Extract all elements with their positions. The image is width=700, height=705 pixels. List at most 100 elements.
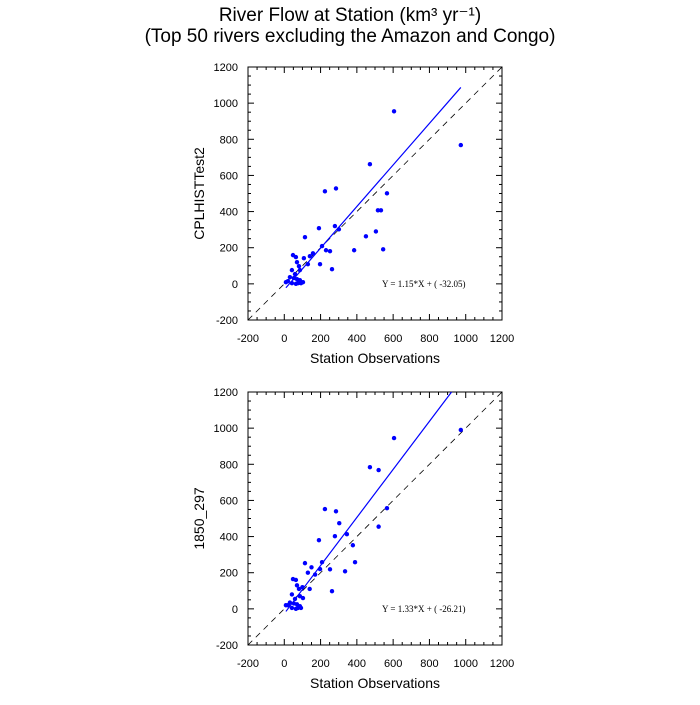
- x-tick-label: 200: [311, 658, 329, 670]
- y-tick-label: 600: [220, 495, 238, 507]
- x-tick-label: 600: [384, 658, 402, 670]
- x-tick-label: -200: [237, 333, 259, 345]
- data-point: [327, 248, 333, 254]
- data-point: [293, 254, 299, 260]
- data-point: [363, 234, 369, 239]
- data-point: [332, 223, 338, 229]
- data-point: [384, 191, 390, 196]
- data-point: [458, 142, 464, 148]
- data-point: [367, 464, 373, 470]
- data-point: [342, 569, 348, 574]
- y-tick-label: 400: [220, 532, 238, 544]
- data-point: [305, 570, 311, 575]
- data-point: [287, 274, 293, 280]
- x-tick-label: 1200: [490, 658, 514, 670]
- data-point: [322, 506, 328, 512]
- data-point: [305, 261, 311, 267]
- chart-subtitle: (Top 50 rivers excluding the Amazon and …: [145, 26, 556, 47]
- fit-line: [285, 391, 453, 612]
- data-point: [289, 605, 295, 611]
- data-point: [458, 427, 464, 433]
- data-point: [329, 267, 335, 272]
- data-point: [322, 189, 328, 194]
- data-point: [367, 162, 373, 167]
- x-tick-label: 1000: [453, 333, 477, 345]
- data-point: [350, 543, 356, 548]
- y-tick-label: 0: [232, 279, 238, 291]
- data-point: [294, 259, 300, 265]
- data-point: [319, 560, 325, 565]
- data-point: [289, 280, 295, 286]
- data-point: [323, 248, 329, 253]
- data-point: [292, 271, 298, 277]
- data-point: [292, 596, 298, 602]
- data-point: [316, 225, 322, 231]
- data-point: [380, 247, 386, 252]
- data-point: [375, 208, 381, 213]
- data-point: [373, 229, 379, 234]
- data-point: [327, 567, 333, 572]
- data-point: [298, 280, 304, 286]
- data-point: [391, 109, 397, 114]
- data-point: [302, 560, 308, 566]
- data-point: [336, 227, 342, 232]
- data-point: [319, 243, 325, 249]
- y-tick-label: 0: [232, 604, 238, 616]
- data-point: [344, 532, 350, 537]
- data-point: [317, 261, 323, 267]
- data-point: [384, 505, 390, 511]
- data-point: [310, 251, 316, 256]
- data-point: [307, 254, 313, 259]
- x-tick-label: 0: [281, 333, 287, 345]
- data-point: [300, 595, 306, 601]
- data-point: [301, 255, 307, 261]
- data-point: [302, 235, 308, 240]
- y-tick-label: 1200: [214, 387, 238, 399]
- x-axis-label: Station Observations: [310, 350, 440, 366]
- y-axis-label: 1850_297: [191, 487, 207, 550]
- data-point: [296, 586, 302, 592]
- y-tick-label: 1200: [214, 62, 238, 74]
- x-tick-label: 0: [281, 658, 287, 670]
- chart-title: River Flow at Station (km³ yr⁻¹): [219, 5, 481, 26]
- data-point: [376, 524, 381, 529]
- data-point: [351, 248, 357, 253]
- y-tick-label: 800: [220, 459, 238, 471]
- y-tick-label: -200: [216, 640, 238, 652]
- data-point: [283, 280, 289, 285]
- data-point: [293, 606, 299, 612]
- x-tick-label: 800: [420, 658, 438, 670]
- data-point: [309, 565, 314, 570]
- data-point: [294, 583, 300, 588]
- fit-annotation: Y = 1.15*X + ( -32.05): [382, 279, 466, 289]
- y-tick-label: 200: [220, 243, 238, 255]
- x-tick-label: 800: [420, 333, 438, 345]
- x-tick-label: 1000: [453, 658, 477, 670]
- data-point: [317, 566, 323, 572]
- data-point: [289, 267, 295, 273]
- x-axis-label: Station Observations: [310, 675, 440, 691]
- y-tick-label: 600: [220, 170, 238, 182]
- data-point: [300, 584, 305, 590]
- y-tick-label: -200: [216, 315, 238, 327]
- data-point: [352, 560, 358, 565]
- fit-line: [285, 87, 462, 289]
- y-axis-label: CPLHISTTest2: [191, 147, 207, 240]
- data-point: [293, 281, 299, 287]
- data-point: [283, 603, 289, 608]
- data-point: [316, 537, 322, 543]
- x-tick-label: 400: [348, 658, 366, 670]
- data-point: [378, 208, 384, 213]
- data-point: [333, 186, 339, 191]
- data-point: [332, 534, 338, 539]
- fit-annotation: Y = 1.33*X + ( -26.21): [382, 604, 466, 614]
- x-tick-label: 1200: [490, 333, 514, 345]
- x-tick-label: 600: [384, 333, 402, 345]
- data-point: [376, 467, 381, 473]
- data-point: [329, 588, 335, 594]
- data-point: [293, 577, 299, 583]
- data-point: [289, 592, 295, 597]
- data-point: [391, 435, 397, 441]
- y-tick-label: 1000: [214, 98, 238, 110]
